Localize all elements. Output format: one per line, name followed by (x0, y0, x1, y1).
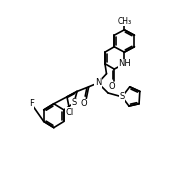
Text: N: N (95, 78, 101, 87)
Text: O: O (81, 99, 87, 108)
Text: O: O (109, 82, 115, 91)
Text: S: S (119, 92, 125, 101)
Text: NH: NH (118, 59, 131, 68)
Text: S: S (71, 98, 76, 108)
Text: Cl: Cl (65, 108, 73, 117)
Text: F: F (29, 99, 34, 108)
Text: CH₃: CH₃ (117, 17, 131, 26)
